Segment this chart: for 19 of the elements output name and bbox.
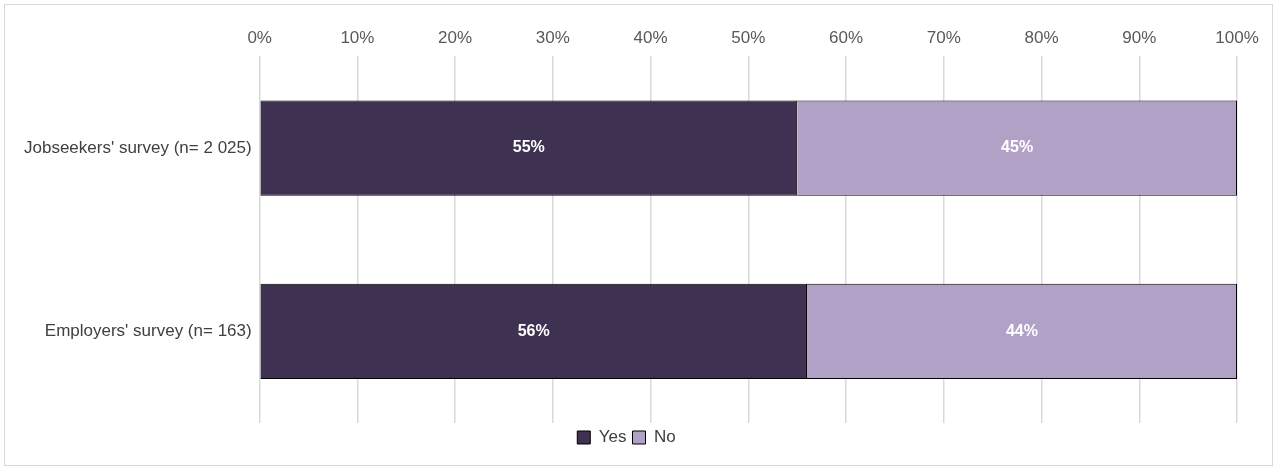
- text: 55%: [512, 138, 545, 156]
- x-tick-label: 50%: [731, 27, 766, 47]
- text: 44%: [1005, 321, 1038, 339]
- legend-label: Yes: [598, 427, 627, 447]
- x-tick-label: 90%: [1122, 27, 1157, 47]
- x-tick-label: 60%: [829, 27, 864, 47]
- x-tick-label: 20%: [438, 27, 473, 47]
- x-tick-label: 0%: [247, 27, 272, 47]
- x-tick-label: 40%: [633, 27, 668, 47]
- y-tick-label: Jobseekers' survey (n= 2 025): [23, 137, 252, 157]
- x-tick-label: 80%: [1024, 27, 1059, 47]
- legend-label: No: [654, 427, 676, 447]
- x-tick-label: 30%: [535, 27, 570, 47]
- x-tick-label: 70%: [926, 27, 961, 47]
- y-tick-label: Employers' survey (n= 163): [44, 321, 252, 341]
- x-tick-label: 10%: [340, 27, 375, 47]
- text: 45%: [1001, 138, 1034, 156]
- text: 56%: [517, 321, 550, 339]
- x-tick-label: 100%: [1215, 27, 1259, 47]
